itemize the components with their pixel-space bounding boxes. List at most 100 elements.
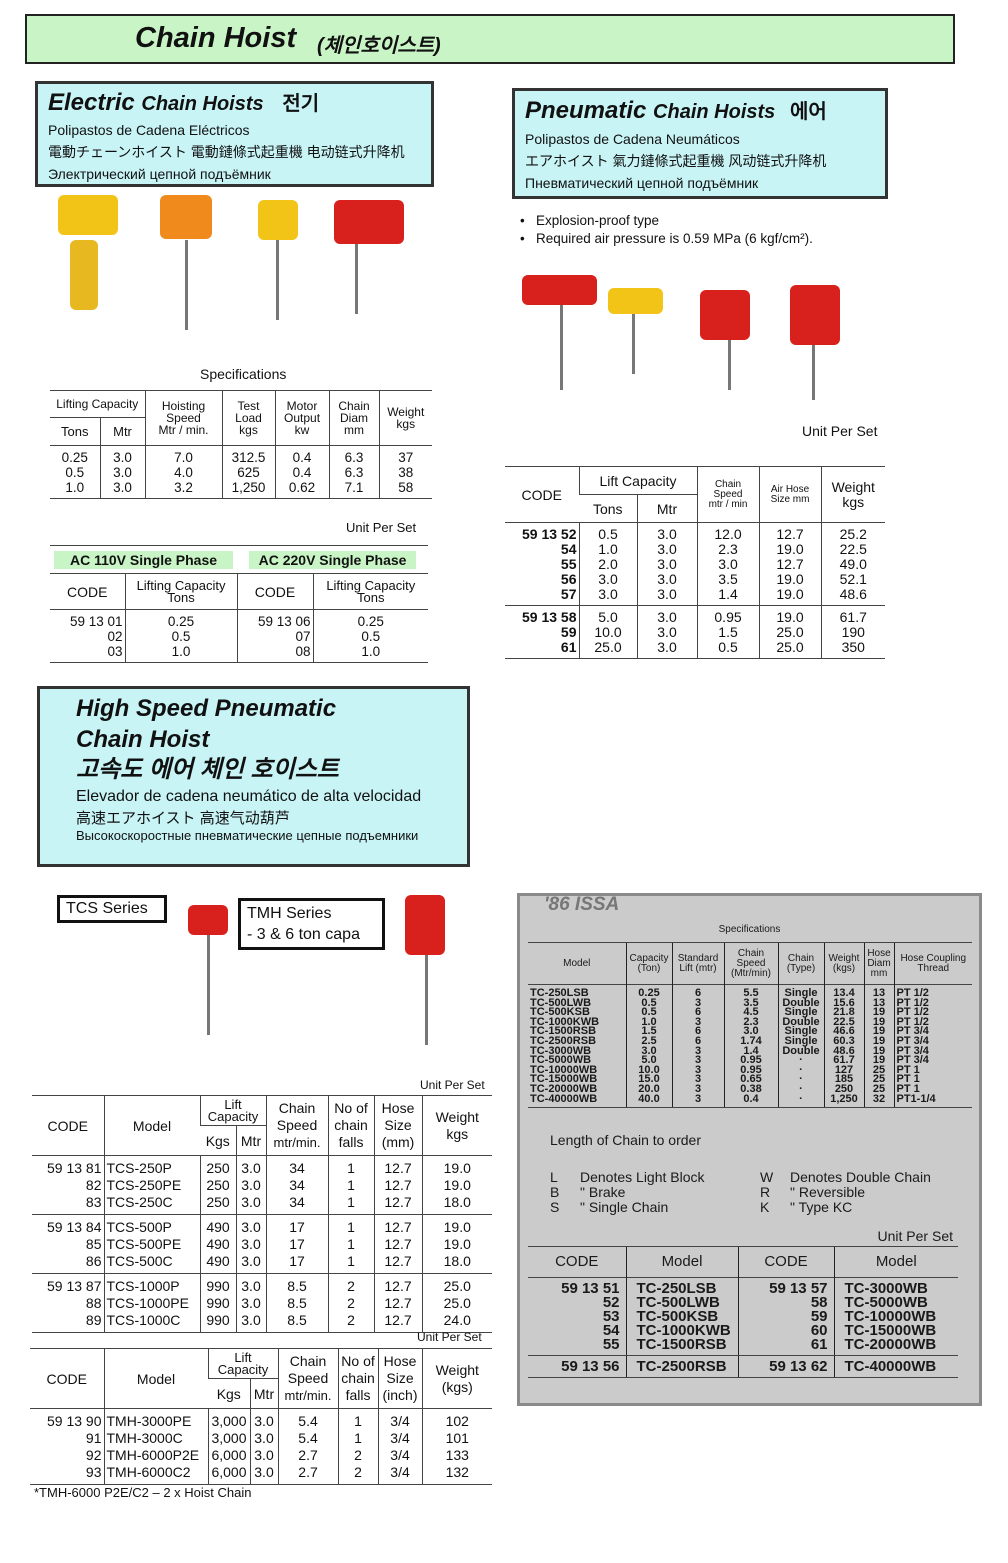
table-cell: 990 xyxy=(199,1312,236,1333)
table-cell: 250 xyxy=(199,1155,236,1177)
header-mtr: Mtr xyxy=(249,1378,279,1409)
ac220-label: AC 220V Single Phase xyxy=(248,550,417,569)
table-cell: 12.7 xyxy=(373,1214,423,1236)
column-header: CODE xyxy=(737,1246,834,1278)
table-cell: TC-3000WB xyxy=(530,1044,592,1057)
table-cell: 19 xyxy=(863,1036,894,1047)
row-group: 59 13 01 0.25 59 13 06 0.25 02 0.5 07 0.5 03 1.0 0… xyxy=(50,609,429,663)
table-cell: 3.0 xyxy=(578,587,637,606)
table-cell: 3.0 xyxy=(636,557,698,572)
table-row: 56 3.0 3.0 3.5 19.0 52.1 xyxy=(505,571,886,587)
table-cell: 3/4 xyxy=(377,1464,423,1485)
table-row: TC-10000WB 10.0 3 0.95 · 127 25 PT 1 xyxy=(528,1064,972,1076)
table-cell: 1,250 xyxy=(221,480,276,499)
table-cell: 3.5 xyxy=(723,997,778,1009)
header-unit: mm xyxy=(344,423,365,437)
legend-text: " Type KC xyxy=(790,1199,853,1215)
column-header: Model xyxy=(833,1246,958,1278)
ac110-label: AC 110V Single Phase xyxy=(53,550,234,569)
table-cell: 3.0 xyxy=(249,1464,279,1485)
table-cell: 12.7 xyxy=(373,1155,423,1177)
table-cell: 10.0 xyxy=(625,1064,672,1076)
table-cell: 56 xyxy=(560,571,577,587)
table-cell: 19.0 xyxy=(421,1236,493,1253)
table-cell: 0.4 xyxy=(274,445,330,465)
table-cell: 13 xyxy=(863,983,894,999)
table-cell: 34 xyxy=(265,1177,329,1194)
table-cell: 13 xyxy=(863,997,894,1009)
row-group: 59 13 52 0.5 3.0 12.0 12.7 25.2 54 1.0 3.0 2.3 19.… xyxy=(505,522,886,606)
table-cell: 82 xyxy=(85,1177,102,1193)
table-cell: 990 xyxy=(199,1295,236,1312)
electric-line: Polipastos de Cadena Eléctricos xyxy=(48,122,250,138)
legend-row: B " Brake R " Reversible xyxy=(550,1185,960,1200)
table-cell: TCS-250P xyxy=(103,1155,200,1177)
table-cell: 93 xyxy=(30,1464,104,1485)
table-cell: 3 xyxy=(671,1074,724,1085)
table-cell: 59 13 52 xyxy=(505,522,579,542)
table-cell: 59 xyxy=(737,1309,834,1324)
electric-korean: 전기 xyxy=(282,93,320,115)
page-title-korean: (체인호이스트) xyxy=(317,35,441,57)
table-cell: · xyxy=(777,1055,824,1066)
table-cell: 61.7 xyxy=(823,1055,864,1066)
row-group: 0.25 3.0 7.0 312.5 0.4 6.3 37 0.5 3.0 4.0 625 0.4 6.… xyxy=(50,445,433,499)
table-cell: 1.4 xyxy=(723,1045,778,1057)
table-cell: 52.1 xyxy=(820,572,886,587)
table-cell: 0.65 xyxy=(723,1074,778,1085)
table-cell: 12.7 xyxy=(758,557,822,572)
table-cell: 3.0 xyxy=(696,557,760,572)
table-cell: 54 xyxy=(602,1322,620,1339)
table-cell: 5.5 xyxy=(723,983,778,999)
pneumatic-table: CODE Lift Capacity Chain Speed mtr / min A… xyxy=(505,466,886,659)
table-cell: 3.0 xyxy=(235,1273,267,1295)
table-cell: 3 xyxy=(671,1045,724,1057)
column-header: Chain (Type) xyxy=(777,942,824,985)
table-cell: 57 xyxy=(505,587,579,606)
legend-row: S " Single Chain K " Type KC xyxy=(550,1200,960,1215)
header-speed: Chain Speed xyxy=(276,1100,318,1133)
table-cell: 3.0 xyxy=(235,1214,267,1236)
hoist-image xyxy=(522,275,597,305)
table-cell: 0.5 xyxy=(65,465,85,480)
table-cell: 59 13 51 xyxy=(528,1277,626,1296)
table-cell: TC-2500RSB xyxy=(625,1355,738,1378)
table-cell: · xyxy=(777,1093,824,1109)
table-cell: 8.5 xyxy=(265,1295,329,1312)
unit-per-set: Unit Per Set xyxy=(346,520,417,535)
table-cell: TC-250LSB xyxy=(625,1277,738,1296)
table-cell: 25.0 xyxy=(758,625,822,640)
table-cell: 3 xyxy=(671,1093,724,1109)
table-cell: 40.0 xyxy=(625,1093,672,1109)
high-speed-heading: High Speed Pneumatic xyxy=(76,695,337,722)
table-cell: 0.5 xyxy=(312,629,429,644)
table-cell: TC-500KSB xyxy=(530,1006,590,1019)
table-cell: 1 xyxy=(327,1214,375,1236)
table-cell: 25.0 xyxy=(421,1295,493,1312)
table-cell: 1 xyxy=(327,1253,375,1274)
table-cell: 19 xyxy=(863,1017,894,1028)
table-cell: 91 xyxy=(85,1430,102,1446)
table-cell: 59 xyxy=(560,624,577,640)
table-cell: Single xyxy=(777,1026,824,1037)
electric-line: 電動チェーンホイスト 電動鏈條式起重機 电动链式升降机 xyxy=(48,144,405,160)
tmh-series-label: TMH Series - 3 & 6 ton capa xyxy=(238,898,385,950)
header-speed: Chain Speed xyxy=(713,478,743,500)
row-group: 59 13 56 TC-2500RSB 59 13 62 TC-40000WB xyxy=(528,1355,958,1378)
row-group: 59 13 51 TC-250LSB 59 13 57 TC-3000WB 52 TC-5… xyxy=(528,1277,958,1356)
title-bar: Chain Hoist (체인호이스트) xyxy=(25,14,955,64)
header-hose: Hose Size xyxy=(381,1100,415,1133)
table-cell: TC-500LWB xyxy=(530,996,592,1009)
header-capacity: Lifting Capacity xyxy=(136,577,226,593)
table-row: 0.25 3.0 7.0 312.5 0.4 6.3 37 xyxy=(50,445,433,465)
table-cell: TC-1500RSB xyxy=(530,1025,597,1038)
issa-panel: '86 ISSA Specifications Model Capacity (T… xyxy=(517,893,982,1406)
table-cell: PT 3/4 xyxy=(893,1045,972,1057)
table-row: 59 13 01 0.25 59 13 06 0.25 xyxy=(50,609,429,629)
legend-text: " Brake xyxy=(580,1184,626,1200)
header-unit: kgs xyxy=(446,1125,469,1142)
table-cell: TC-20000WB xyxy=(530,1082,598,1095)
table-cell: 0.25 xyxy=(50,445,100,465)
table-row: 0.5 3.0 4.0 625 0.4 6.3 38 xyxy=(50,465,433,480)
table-cell: 59 13 62 xyxy=(737,1355,834,1378)
